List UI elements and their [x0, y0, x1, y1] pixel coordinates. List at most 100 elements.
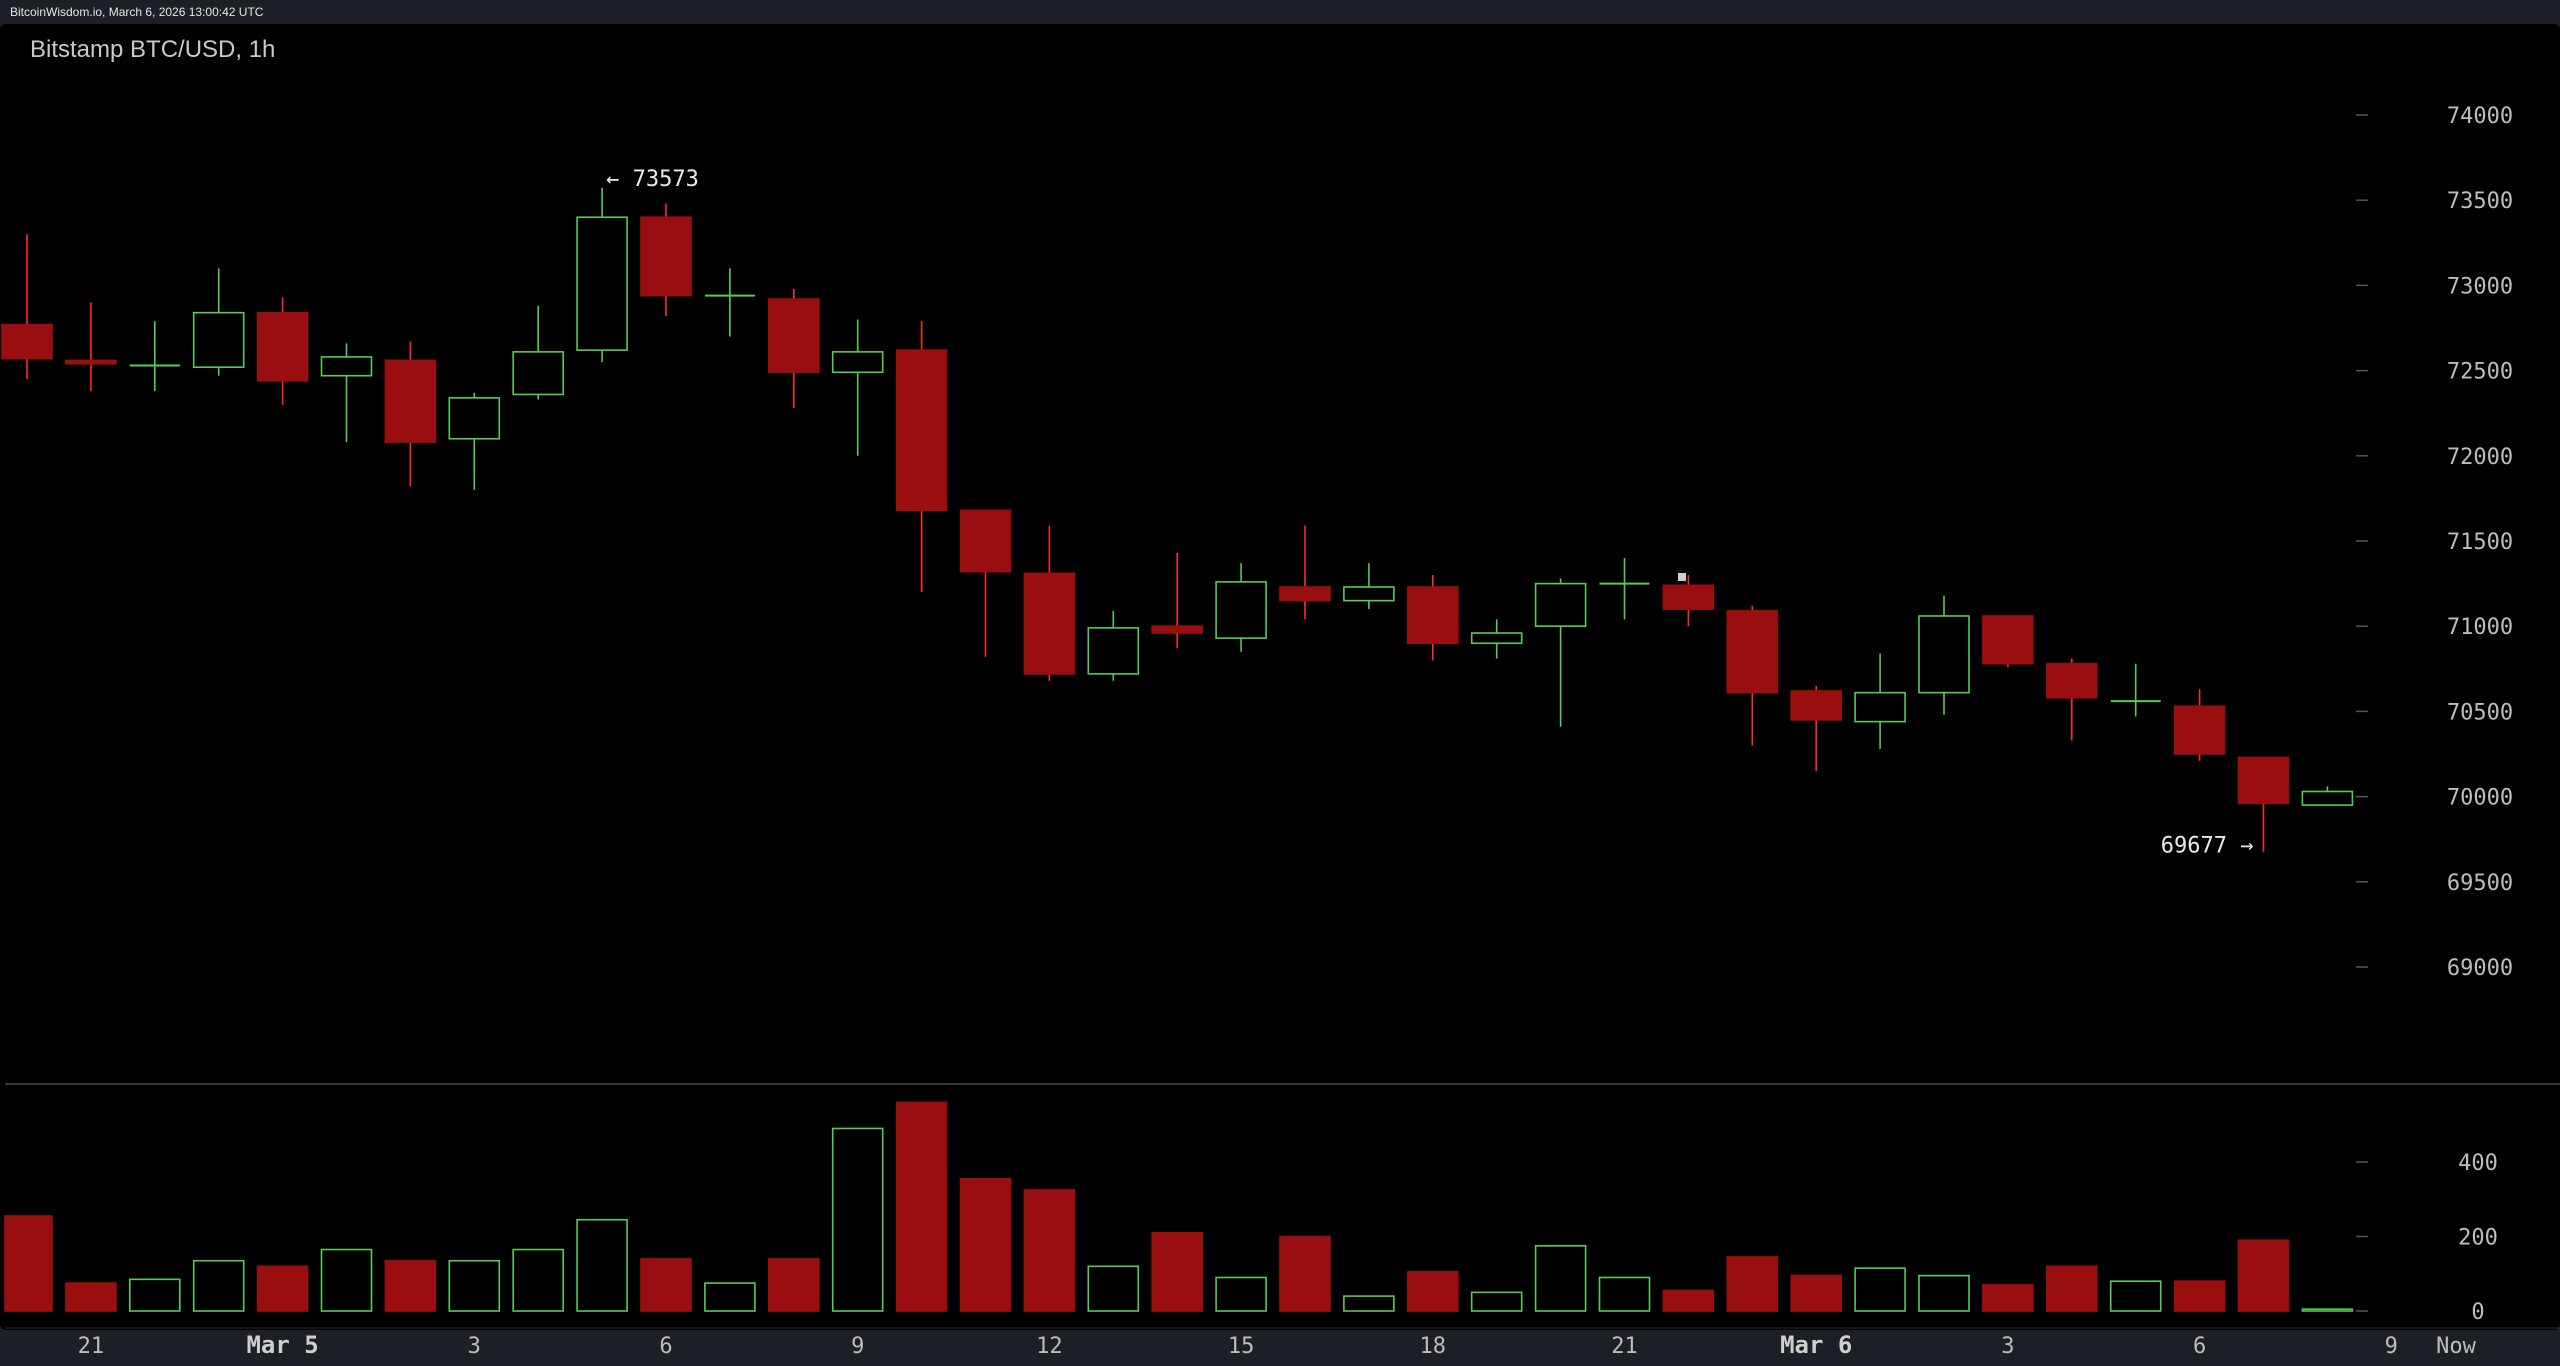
candle-body — [576, 216, 628, 351]
chart-title: Bitstamp BTC/USD, 1h — [30, 36, 276, 63]
price-axis-label: 70500 — [2447, 700, 2513, 725]
volume-bar — [1279, 1235, 1331, 1312]
site-timestamp: BitcoinWisdom.io, March 6, 2026 13:00:42… — [10, 5, 264, 19]
candle-body — [640, 216, 692, 297]
volume-bar — [2046, 1265, 2098, 1312]
volume-bar — [1726, 1256, 1779, 1312]
price-axis-label: 71500 — [2447, 530, 2513, 555]
candle-body — [1918, 615, 1970, 694]
volume-bar — [384, 1259, 437, 1312]
candle-body — [1087, 627, 1140, 675]
candle-body — [320, 356, 373, 377]
volume-bar — [4, 1215, 53, 1312]
volume-bar — [129, 1278, 181, 1312]
time-axis-label: 9 — [2385, 1334, 2398, 1359]
time-axis-label: 9 — [851, 1334, 864, 1359]
volume-bar — [576, 1218, 628, 1312]
candle-body — [1982, 615, 2034, 665]
price-axis-label: 72500 — [2447, 360, 2513, 385]
volume-axis-label: 0 — [2471, 1300, 2484, 1325]
volume-bar — [65, 1282, 117, 1312]
price-axis-label: 70000 — [2447, 786, 2513, 811]
volume-bar — [2301, 1308, 2354, 1312]
volume-axis-label: 400 — [2458, 1151, 2498, 1176]
candle-body — [831, 351, 884, 374]
top-bar: BitcoinWisdom.io, March 6, 2026 13:00:42… — [0, 0, 2560, 24]
time-axis-label: Now — [2436, 1334, 2476, 1359]
candle-body — [1534, 582, 1587, 627]
candle-body — [1854, 691, 1906, 723]
volume-bar — [2173, 1280, 2226, 1312]
time-axis-label: Mar 5 — [246, 1331, 318, 1359]
low-price-marker: 69677 → — [2161, 834, 2254, 859]
price-axis-label: 71000 — [2447, 615, 2513, 640]
time-axis-label: 6 — [659, 1334, 672, 1359]
cursor-marker — [1678, 573, 1686, 581]
candle-body — [1726, 610, 1779, 694]
volume-bar — [831, 1127, 884, 1312]
candle-body — [2173, 705, 2226, 755]
volume-bar — [2109, 1280, 2162, 1312]
volume-bar — [1343, 1295, 1395, 1312]
high-price-marker: ← 73573 — [606, 167, 699, 192]
candle-body — [959, 509, 1012, 573]
volume-bar — [320, 1248, 373, 1312]
volume-bar — [1854, 1267, 1906, 1312]
candle-body — [1023, 572, 1076, 675]
candle-body — [256, 311, 309, 382]
candle-body — [1470, 632, 1523, 645]
time-axis-label: 3 — [2001, 1334, 2014, 1359]
volume-bar — [192, 1259, 245, 1312]
volume-bar — [1087, 1265, 1140, 1312]
volume-bar — [1662, 1289, 1715, 1312]
volume-bar — [959, 1177, 1012, 1312]
time-axis-label: 21 — [1611, 1334, 1638, 1359]
time-axis-label: 15 — [1228, 1334, 1255, 1359]
candle-body — [2237, 756, 2290, 805]
price-axis-label: 69500 — [2447, 871, 2513, 896]
candle-body — [1343, 586, 1395, 602]
volume-bar — [1470, 1291, 1523, 1312]
volume-bar — [640, 1258, 692, 1312]
volume-bar — [767, 1258, 820, 1312]
price-axis-label: 69000 — [2447, 956, 2513, 981]
candle-body — [1662, 584, 1715, 610]
volume-bar — [448, 1259, 501, 1312]
time-axis-label: 12 — [1036, 1334, 1063, 1359]
volume-axis-label: 200 — [2458, 1226, 2498, 1251]
candle-body — [512, 351, 565, 396]
candle-body — [448, 397, 501, 440]
volume-bar — [1151, 1231, 1203, 1312]
price-axis-label: 73000 — [2447, 274, 2513, 299]
candle-body — [895, 349, 948, 512]
volume-bar — [1534, 1245, 1587, 1312]
volume-bar — [704, 1282, 756, 1312]
volume-bar — [895, 1101, 948, 1312]
price-axis-label: 74000 — [2447, 104, 2513, 129]
candle-body — [384, 359, 437, 443]
volume-bar — [1598, 1276, 1651, 1312]
candle-body — [2301, 790, 2354, 806]
volume-bar — [1407, 1271, 1459, 1312]
volume-bar — [512, 1248, 565, 1312]
candle-body — [2046, 662, 2098, 699]
time-axis-label: 3 — [468, 1334, 481, 1359]
candle-body — [1790, 690, 1842, 721]
candle-body — [65, 359, 117, 365]
time-axis-label: 18 — [1420, 1334, 1447, 1359]
candle-body — [1407, 586, 1459, 645]
volume-bar — [1982, 1284, 2034, 1312]
candle-body — [1279, 586, 1331, 602]
candle-body — [767, 298, 820, 374]
candle-body — [1215, 581, 1267, 639]
time-axis-label: 21 — [78, 1334, 105, 1359]
candle-body — [1, 323, 53, 360]
volume-bar — [1215, 1276, 1267, 1312]
volume-bar — [2237, 1239, 2290, 1312]
volume-bar — [1023, 1189, 1076, 1312]
price-axis-label: 73500 — [2447, 189, 2513, 214]
volume-bar — [1790, 1274, 1842, 1312]
volume-bar — [1918, 1274, 1970, 1312]
time-axis-label: Mar 6 — [1780, 1331, 1852, 1359]
